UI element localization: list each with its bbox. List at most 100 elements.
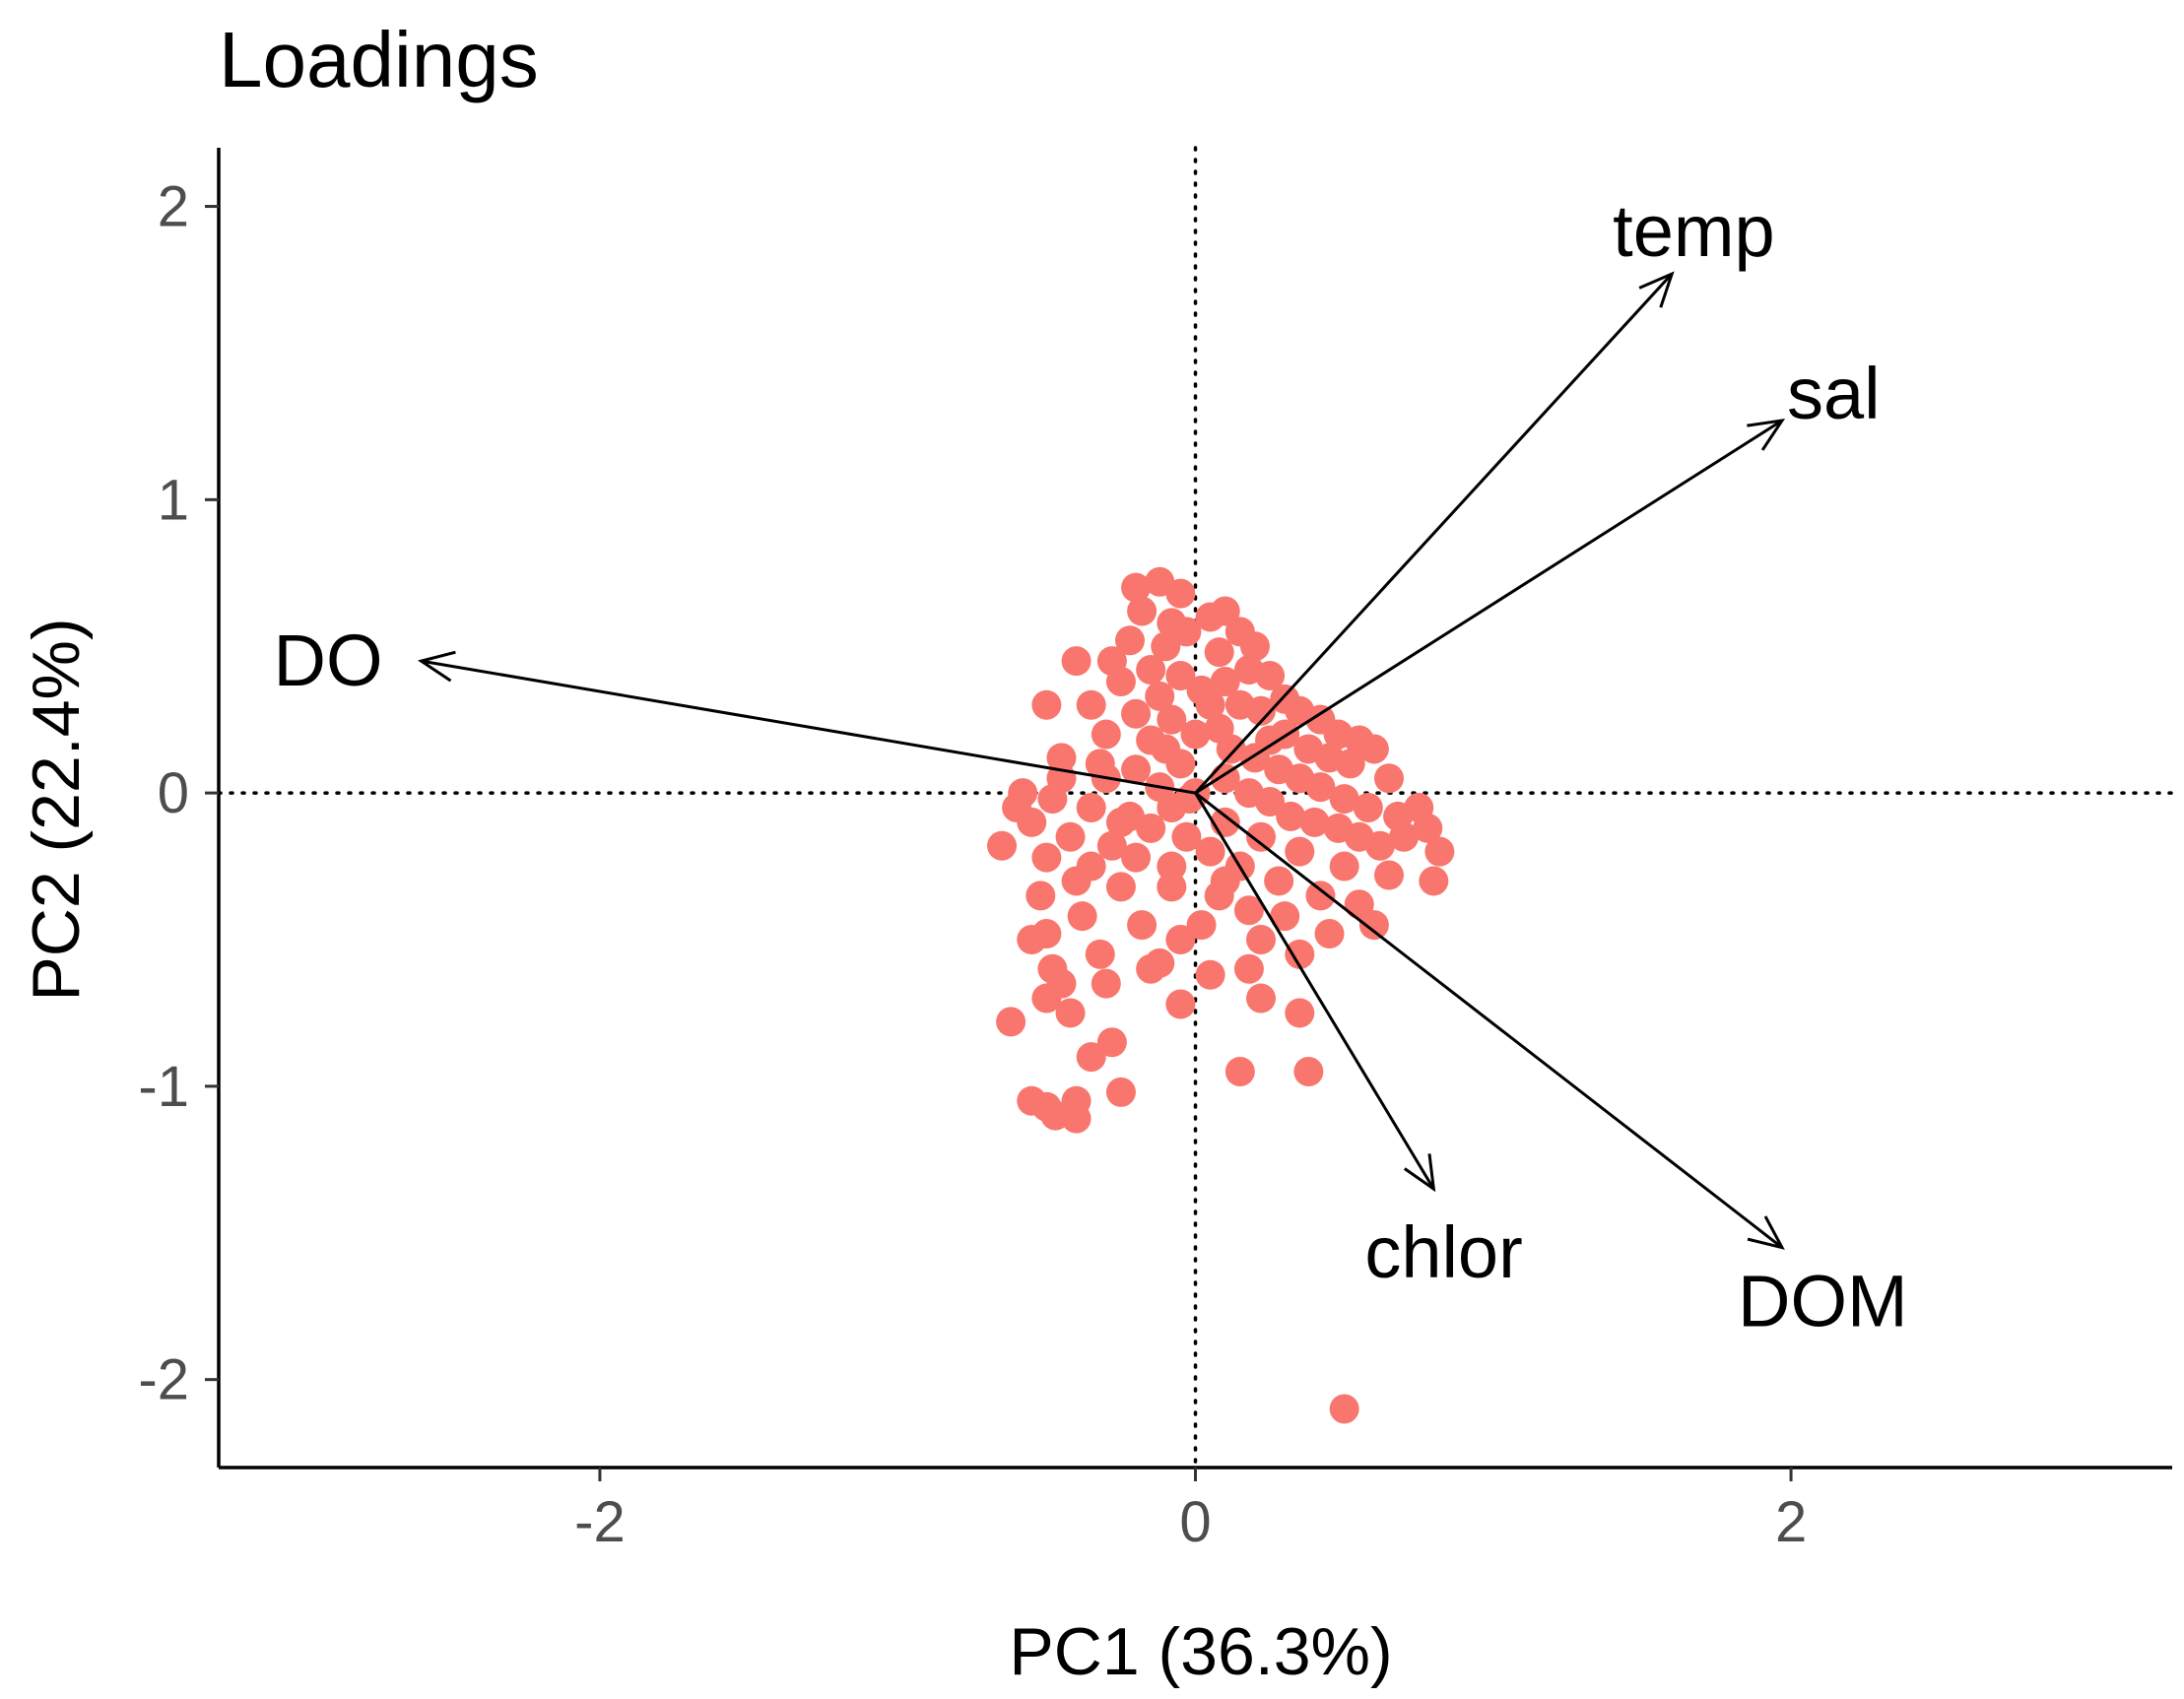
score-point: [1105, 1077, 1136, 1107]
score-point: [1329, 851, 1359, 882]
score-point: [1165, 578, 1196, 609]
loading-arrow-chlor: [1194, 792, 1435, 1190]
score-point: [1121, 572, 1152, 603]
chart-title: Loadings: [219, 16, 539, 103]
arrowhead-temp: [1638, 271, 1675, 308]
score-point: [1255, 661, 1286, 690]
score-point: [1076, 1042, 1106, 1073]
arrowhead-do: [417, 650, 456, 683]
score-point: [1246, 695, 1277, 726]
score-point: [1255, 725, 1286, 755]
score-point: [1353, 793, 1383, 822]
score-point: [1165, 925, 1196, 954]
score-point: [1151, 734, 1181, 764]
score-point: [1344, 889, 1374, 920]
loading-label-sal: sal: [1787, 353, 1881, 434]
score-point: [1114, 625, 1145, 656]
score-point: [1195, 836, 1225, 867]
arrowhead-chlor: [1403, 1153, 1436, 1193]
score-point: [1061, 646, 1092, 677]
score-point: [1127, 596, 1158, 626]
score-point: [1270, 901, 1300, 932]
y-axis-ticks: -2 -1 0 1 2: [138, 175, 219, 1412]
score-point: [1085, 939, 1115, 969]
score-point: [1105, 872, 1136, 902]
score-point: [1067, 901, 1097, 932]
score-point: [1373, 860, 1404, 890]
loading-label-dom: DOM: [1738, 1261, 1908, 1342]
x-axis-ticks: -2 0 2: [574, 1468, 1807, 1554]
loading-label-do: DO: [274, 620, 383, 701]
score-point: [1076, 793, 1106, 822]
score-point: [1180, 719, 1211, 750]
score-point: [1055, 998, 1086, 1028]
x-tick-label: -2: [574, 1490, 626, 1554]
score-point: [1424, 836, 1455, 867]
score-point: [1246, 925, 1277, 954]
score-point: [1255, 787, 1286, 817]
score-point: [1105, 666, 1136, 696]
score-point: [1305, 772, 1336, 803]
score-point: [1358, 910, 1389, 941]
score-point: [1210, 866, 1240, 896]
score-point: [1061, 866, 1092, 896]
score-point: [1121, 698, 1152, 729]
score-point: [1076, 689, 1106, 720]
score-point: [1127, 910, 1158, 941]
score-point: [1157, 872, 1187, 902]
loading-arrow-temp: [1194, 273, 1674, 795]
score-point: [1055, 821, 1086, 852]
score-point: [1136, 953, 1166, 984]
score-point: [1136, 813, 1166, 843]
score-point: [1285, 998, 1315, 1028]
score-point: [1171, 617, 1202, 647]
score-point: [1210, 596, 1240, 626]
x-tick-label: 2: [1775, 1490, 1807, 1554]
score-point: [1358, 734, 1389, 764]
score-point: [1364, 830, 1395, 861]
score-point: [1026, 881, 1056, 911]
score-point: [1145, 681, 1175, 711]
y-tick-label: 2: [158, 175, 189, 239]
y-tick-label: 1: [158, 468, 189, 532]
score-point: [1204, 637, 1234, 668]
score-point: [1293, 1057, 1324, 1086]
score-point: [1246, 983, 1277, 1013]
loading-arrow-dom: [1194, 791, 1783, 1249]
score-point: [996, 1007, 1026, 1037]
score-point: [1136, 655, 1166, 686]
score-point: [1195, 689, 1225, 720]
score-point: [1239, 631, 1270, 662]
score-point: [1299, 807, 1330, 837]
score-point: [1329, 784, 1359, 815]
score-point: [1096, 1027, 1127, 1058]
score-point: [1186, 910, 1217, 941]
score-point: [1285, 836, 1315, 867]
score-point: [1210, 666, 1240, 696]
loading-label-chlor: chlor: [1364, 1211, 1522, 1293]
score-point: [1165, 661, 1196, 690]
reference-lines: [217, 146, 2174, 1470]
score-point: [1121, 842, 1152, 873]
arrowhead-dom: [1747, 1215, 1785, 1250]
score-point: [1413, 813, 1443, 843]
y-axis-title: PC2 (22.4%): [19, 618, 94, 1001]
arrowhead-sal: [1747, 418, 1786, 451]
score-point: [1314, 919, 1345, 949]
y-tick-label: -1: [138, 1055, 189, 1119]
x-axis-title: PC1 (36.3%): [1009, 1614, 1392, 1689]
score-point: [1017, 925, 1047, 954]
score-point: [1061, 1103, 1092, 1134]
loading-arrows: [417, 271, 1786, 1250]
score-point: [1096, 830, 1127, 861]
loading-label-temp: temp: [1613, 190, 1775, 272]
score-point: [1031, 689, 1062, 720]
score-point: [1105, 807, 1136, 837]
loading-arrow-do: [421, 659, 1196, 795]
score-point: [1165, 989, 1196, 1019]
score-point: [1151, 631, 1181, 662]
x-tick-label: 0: [1179, 1490, 1211, 1554]
loading-arrow-sal: [1194, 419, 1783, 795]
